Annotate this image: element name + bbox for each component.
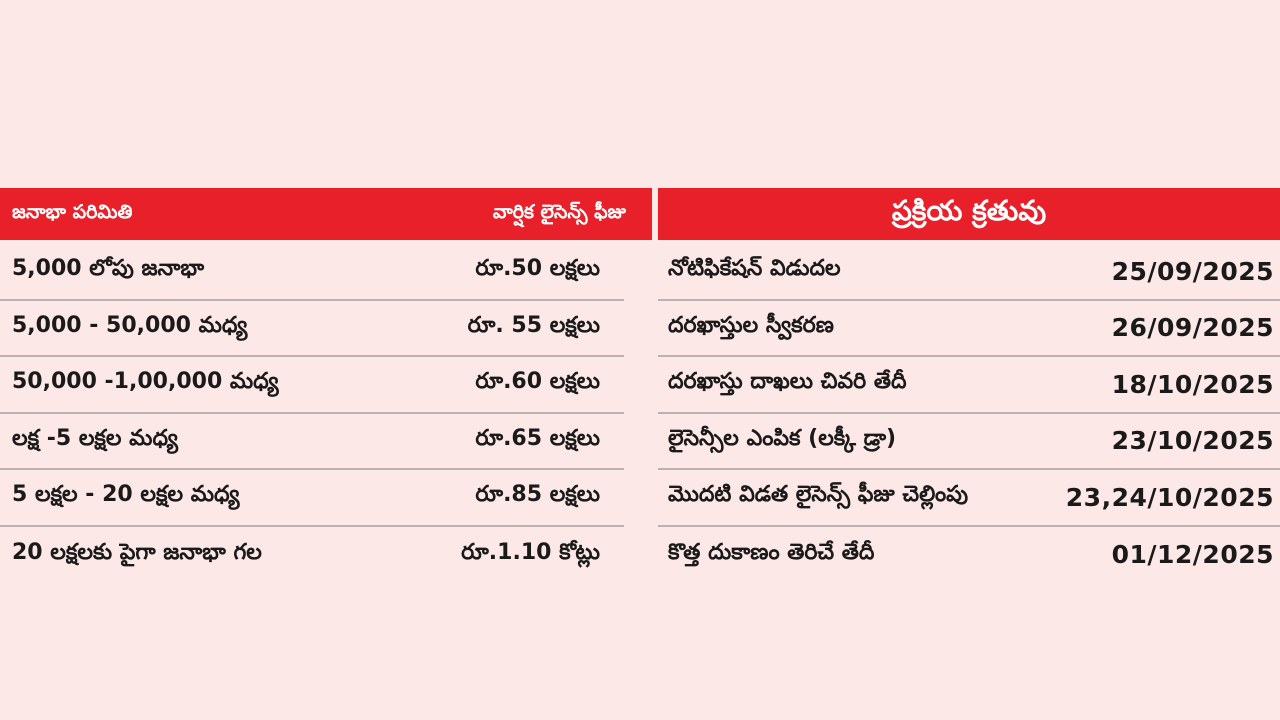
fee-cell: రూ. 55 లక్షలు: [467, 312, 600, 338]
license-fee-table: జనాభా పరిమితి వార్షిక లైసెన్స్ ఫీజు 5,00…: [0, 188, 652, 583]
fee-row: 5,000 - 50,000 మధ్య రూ. 55 లక్షలు: [0, 301, 624, 357]
date-cell: 18/10/2025: [1111, 369, 1274, 399]
date-cell: 23,24/10/2025: [1065, 482, 1274, 512]
schedule-row: మొదటి విడత లైసెన్స్ ఫీజు చెల్లింపు 23,24…: [658, 470, 1280, 527]
date-cell: 01/12/2025: [1111, 540, 1274, 570]
fee-cell: రూ.1.10 కోట్లు: [461, 539, 600, 565]
process-table-header: ప్రక్రియ క్రతువు: [658, 188, 1280, 240]
date-cell: 23/10/2025: [1111, 426, 1274, 456]
schedule-row: కొత్త దుకాణం తెరిచే తేదీ 01/12/2025: [658, 527, 1280, 584]
fee-cell: రూ.50 లక్షలు: [475, 256, 600, 282]
schedule-row: దరఖాస్తుల స్వీకరణ 26/09/2025: [658, 301, 1280, 357]
fee-row: 50,000 -1,00,000 మధ్య రూ.60 లక్షలు: [0, 357, 624, 414]
fee-row: 5,000 లోపు జనాభా రూ.50 లక్షలు: [0, 244, 624, 301]
annual-license-fee-heading: వార్షిక లైసెన్స్ ఫీజు: [492, 200, 626, 223]
population-cell: లక్ష -5 లక్షల మధ్య: [12, 425, 178, 451]
population-cell: 5,000 లోపు జనాభా: [12, 256, 205, 282]
process-schedule-table: ప్రక్రియ క్రతువు నోటిఫికేషన్ విడుదల 25/0…: [658, 188, 1280, 583]
population-cell: 5,000 - 50,000 మధ్య: [12, 312, 248, 338]
date-cell: 26/09/2025: [1111, 313, 1274, 343]
population-limit-heading: జనాభా పరిమితి: [12, 200, 133, 223]
step-cell: దరఖాస్తు దాఖలు చివరి తేదీ: [668, 369, 907, 395]
fee-cell: రూ.85 లక్షలు: [475, 482, 600, 508]
step-cell: కొత్త దుకాణం తెరిచే తేదీ: [668, 539, 875, 565]
schedule-row: నోటిఫికేషన్ విడుదల 25/09/2025: [658, 244, 1280, 301]
step-cell: నోటిఫికేషన్ విడుదల: [668, 256, 841, 282]
population-cell: 5 లక్షల - 20 లక్షల మధ్య: [12, 482, 240, 508]
fee-row: 20 లక్షలకు పైగా జనాభా గల రూ.1.10 కోట్లు: [0, 527, 624, 584]
step-cell: దరఖాస్తుల స్వీకరణ: [668, 312, 834, 338]
step-cell: లైసెన్సీల ఎంపిక (లక్కీ డ్రా): [668, 425, 897, 451]
date-cell: 25/09/2025: [1111, 256, 1274, 286]
population-cell: 20 లక్షలకు పైగా జనాభా గల: [12, 539, 262, 565]
population-cell: 50,000 -1,00,000 మధ్య: [12, 369, 279, 395]
fee-cell: రూ.60 లక్షలు: [475, 369, 600, 395]
process-heading: ప్రక్రియ క్రతువు: [891, 194, 1047, 227]
fee-row: లక్ష -5 లక్షల మధ్య రూ.65 లక్షలు: [0, 414, 624, 470]
fee-table-header: జనాభా పరిమితి వార్షిక లైసెన్స్ ఫీజు: [0, 188, 652, 240]
schedule-row: లైసెన్సీల ఎంపిక (లక్కీ డ్రా) 23/10/2025: [658, 414, 1280, 470]
fee-cell: రూ.65 లక్షలు: [475, 425, 600, 451]
step-cell: మొదటి విడత లైసెన్స్ ఫీజు చెల్లింపు: [668, 482, 969, 508]
schedule-row: దరఖాస్తు దాఖలు చివరి తేదీ 18/10/2025: [658, 357, 1280, 414]
fee-row: 5 లక్షల - 20 లక్షల మధ్య రూ.85 లక్షలు: [0, 470, 624, 527]
